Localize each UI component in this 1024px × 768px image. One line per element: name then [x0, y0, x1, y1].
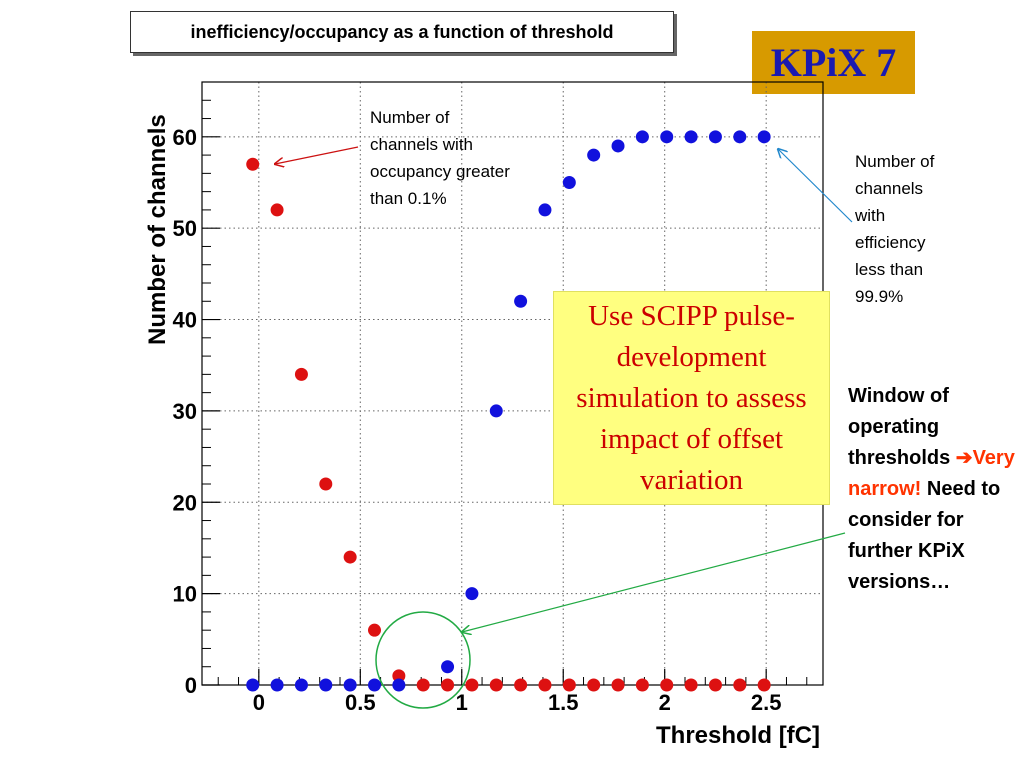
y-tick-label: 10 — [173, 582, 197, 607]
y-tick-label: 50 — [173, 216, 197, 241]
occupancy-point — [416, 678, 430, 692]
efficiency-point — [587, 148, 601, 162]
y-tick-label: 0 — [185, 673, 197, 698]
x-tick-label: 0.5 — [345, 690, 376, 715]
x-tick-label: 1 — [456, 690, 468, 715]
efficiency-point — [562, 176, 576, 189]
occupancy-point — [684, 678, 698, 692]
occupancy-point — [270, 203, 284, 217]
occupancy-point — [246, 157, 260, 171]
efficiency-point — [270, 678, 284, 692]
efficiency-point — [757, 130, 771, 144]
efficiency-point — [489, 404, 503, 418]
window-arrow-glyph: ➔ — [955, 447, 973, 469]
x-tick-label: 1.5 — [548, 690, 579, 715]
efficiency-point — [708, 130, 722, 144]
simulation-note-box: Use SCIPP pulse-development simulation t… — [553, 291, 830, 505]
efficiency-point — [635, 130, 649, 144]
occupancy-point — [611, 678, 625, 692]
y-axis-label: Number of channels — [144, 114, 171, 345]
efficiency-point — [660, 130, 674, 144]
window-highlight: Very narrow! — [848, 447, 1015, 500]
efficiency-annotation: Number of channels with efficiency less … — [855, 152, 935, 306]
efficiency-point — [368, 678, 381, 692]
efficiency-point — [465, 587, 479, 601]
occupancy-point — [757, 678, 771, 692]
efficiency-point — [733, 130, 747, 144]
y-tick-label: 30 — [173, 399, 197, 424]
efficiency-point — [392, 678, 406, 692]
efficiency-point — [684, 130, 698, 144]
occupancy-point — [708, 678, 722, 692]
efficiency-point — [538, 203, 552, 217]
occupancy-point — [368, 623, 381, 637]
y-tick-label: 20 — [173, 490, 197, 515]
occupancy-point — [733, 678, 747, 692]
occupancy-point — [343, 550, 357, 564]
occupancy-point — [294, 367, 308, 381]
operating-window-note: Window of operating thresholds ➔Very nar… — [848, 381, 1018, 598]
window-text-1: Window of operating thresholds — [848, 385, 956, 469]
occupancy-annotation: Number of channels with occupancy greate… — [370, 108, 510, 208]
occupancy-point — [538, 678, 552, 692]
efficiency-point — [343, 678, 357, 692]
occupancy-point — [660, 678, 674, 692]
simulation-note: Use SCIPP pulse-development simulation t… — [576, 299, 807, 496]
efficiency-point — [319, 678, 333, 692]
operating-window-circle — [375, 611, 471, 709]
plot-title: inefficiency/occupancy as a function of … — [130, 11, 674, 53]
x-axis-label: Threshold [fC] — [656, 722, 820, 749]
efficiency-arrow — [778, 149, 853, 223]
occupancy-arrow — [275, 146, 359, 164]
occupancy-point — [587, 678, 601, 692]
y-tick-label: 60 — [173, 125, 197, 150]
efficiency-point — [246, 678, 260, 692]
window-arrow — [462, 532, 846, 632]
window-text-2: Need to consider for further KPiX versio… — [848, 478, 1001, 593]
occupancy-point — [562, 678, 576, 692]
kpix-label: KPiX 7 — [752, 31, 915, 94]
x-tick-label: 2 — [659, 690, 671, 715]
efficiency-point — [514, 294, 528, 308]
x-tick-label: 0 — [253, 690, 265, 715]
efficiency-point — [611, 139, 625, 153]
efficiency-point — [294, 678, 308, 692]
efficiency-point — [441, 660, 455, 674]
occupancy-point — [319, 477, 333, 491]
occupancy-point — [441, 678, 455, 692]
y-tick-label: 40 — [173, 308, 197, 333]
occupancy-point — [514, 678, 528, 692]
occupancy-point — [635, 678, 649, 692]
occupancy-point — [392, 669, 406, 683]
occupancy-point — [465, 678, 479, 692]
occupancy-point — [489, 678, 503, 692]
x-tick-label: 2.5 — [751, 690, 782, 715]
